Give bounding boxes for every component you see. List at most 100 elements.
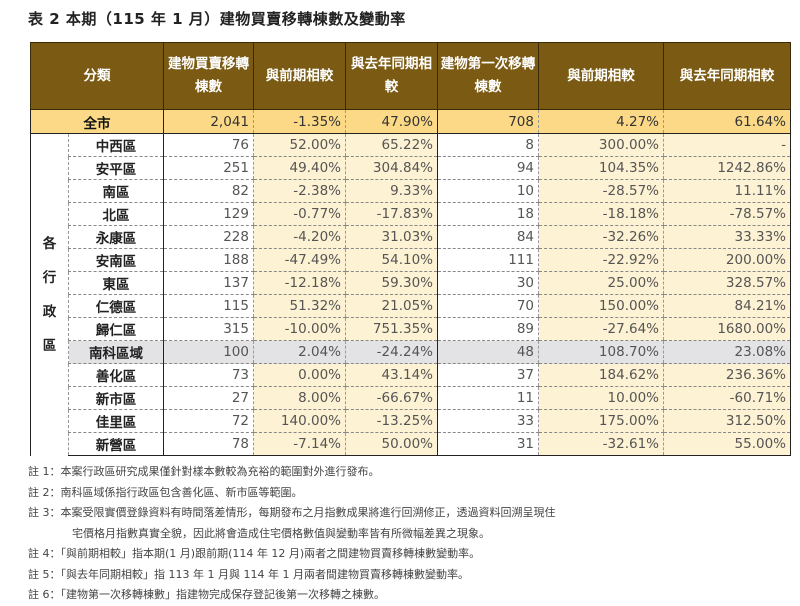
cell: 48 xyxy=(437,340,539,364)
cell: 23.08% xyxy=(663,340,791,364)
footnote: 註 4：「與前期相較」指本期(1 月)跟前期(114 年 12 月)兩者之間建物… xyxy=(28,547,481,560)
cell: -13.25% xyxy=(345,409,438,433)
cell: 188 xyxy=(163,248,254,272)
table-row: 善化區 73 0.00% 43.14% 37 184.62% 236.36% xyxy=(31,363,791,387)
cell: 52.00% xyxy=(253,133,346,157)
table-row: 南科區域 100 2.04% -24.24% 48 108.70% 23.08% xyxy=(31,340,791,364)
table-row: 北區 129 -0.77% -17.83% 18 -18.18% -78.57% xyxy=(31,202,791,226)
row-name: 安南區 xyxy=(68,248,164,272)
row-name: 南科區域 xyxy=(68,340,164,364)
header-first-prev-compare: 與前期相較 xyxy=(538,42,664,110)
cell: -0.77% xyxy=(253,202,346,226)
cell: -4.20% xyxy=(253,225,346,249)
cell: 73 xyxy=(163,363,254,387)
cell: 84 xyxy=(437,225,539,249)
table-row: 佳里區 72 140.00% -13.25% 33 175.00% 312.50% xyxy=(31,409,791,433)
cell: 4.27% xyxy=(538,109,664,134)
table-row: 永康區 228 -4.20% 31.03% 84 -32.26% 33.33% xyxy=(31,225,791,249)
transfer-table: 分類 建物買賣移轉棟數 與前期相較 與去年同期相較 建物第一次移轉棟數 與前期相… xyxy=(30,42,791,456)
cell: -2.38% xyxy=(253,179,346,203)
cell: 78 xyxy=(163,432,254,456)
cell: 9.33% xyxy=(345,179,438,203)
cell: 0.00% xyxy=(253,363,346,387)
cell: 33.33% xyxy=(663,225,791,249)
cell: 21.05% xyxy=(345,294,438,318)
group-label-text: 各行政區 xyxy=(42,235,57,354)
cell: 129 xyxy=(163,202,254,226)
cell: -66.67% xyxy=(345,386,438,410)
cell: 108.70% xyxy=(538,340,664,364)
cell: -78.57% xyxy=(663,202,791,226)
cell: 25.00% xyxy=(538,271,664,295)
footnote: 註 6：「建物第一次移轉棟數」指建物完成保存登記後第一次移轉之棟數。 xyxy=(28,588,385,601)
cell: 51.32% xyxy=(253,294,346,318)
cell: -32.61% xyxy=(538,432,664,456)
cell: 1242.86% xyxy=(663,156,791,180)
row-name: 中西區 xyxy=(68,133,164,157)
cell: 751.35% xyxy=(345,317,438,341)
row-name: 安平區 xyxy=(68,156,164,180)
row-name: 北區 xyxy=(68,202,164,226)
cell: 140.00% xyxy=(253,409,346,433)
footnote: 宅價格月指數真實全貌，因此將會造成住宅價格數值與變動率皆有所微幅差異之現象。 xyxy=(72,526,490,540)
cell: 54.10% xyxy=(345,248,438,272)
row-name: 全市 xyxy=(30,109,164,134)
cell: 150.00% xyxy=(538,294,664,318)
city-row: 全市 2,041 -1.35% 47.90% 708 4.27% 61.64% xyxy=(30,109,791,134)
cell: 175.00% xyxy=(538,409,664,433)
cell: 31.03% xyxy=(345,225,438,249)
row-name: 南區 xyxy=(68,179,164,203)
cell: 228 xyxy=(163,225,254,249)
header-category: 分類 xyxy=(30,42,164,110)
cell: 55.00% xyxy=(663,432,791,456)
cell: 89 xyxy=(437,317,539,341)
cell: -1.35% xyxy=(253,109,346,134)
cell: 84.21% xyxy=(663,294,791,318)
cell: 50.00% xyxy=(345,432,438,456)
cell: 300.00% xyxy=(538,133,664,157)
table-row: 東區 137 -12.18% 59.30% 30 25.00% 328.57% xyxy=(31,271,791,295)
cell: 8 xyxy=(437,133,539,157)
header-transfers: 建物買賣移轉棟數 xyxy=(163,42,254,110)
cell: 328.57% xyxy=(663,271,791,295)
cell: 76 xyxy=(163,133,254,157)
cell: 2,041 xyxy=(163,109,254,134)
cell: 304.84% xyxy=(345,156,438,180)
table-row: 仁德區 115 51.32% 21.05% 70 150.00% 84.21% xyxy=(31,294,791,318)
cell: 251 xyxy=(163,156,254,180)
row-name: 仁德區 xyxy=(68,294,164,318)
cell: 27 xyxy=(163,386,254,410)
cell: 104.35% xyxy=(538,156,664,180)
row-name: 永康區 xyxy=(68,225,164,249)
cell: -10.00% xyxy=(253,317,346,341)
cell: -27.64% xyxy=(538,317,664,341)
header-first-transfers: 建物第一次移轉棟數 xyxy=(437,42,539,110)
footnote: 註 1：本案行政區研究成果僅針對樣本數較為充裕的範圍對外進行發布。 xyxy=(28,465,380,478)
cell: -12.18% xyxy=(253,271,346,295)
footnote: 註 5：「與去年同期相較」指 113 年 1 月與 114 年 1 月兩者間建物… xyxy=(28,567,469,581)
cell: 100 xyxy=(163,340,254,364)
cell: 30 xyxy=(437,271,539,295)
row-name: 善化區 xyxy=(68,363,164,387)
cell: 37 xyxy=(437,363,539,387)
footnotes: 註 1：本案行政區研究成果僅針對樣本數較為充裕的範圍對外進行發布。註 2：南科區… xyxy=(28,462,556,606)
row-name: 新市區 xyxy=(68,386,164,410)
cell: 94 xyxy=(437,156,539,180)
cell: 10 xyxy=(437,179,539,203)
cell: -24.24% xyxy=(345,340,438,364)
cell: 315 xyxy=(163,317,254,341)
cell: 82 xyxy=(163,179,254,203)
table-row: 新市區 27 8.00% -66.67% 11 10.00% -60.71% xyxy=(31,386,791,410)
header-first-yoy-compare: 與去年同期相較 xyxy=(663,42,791,110)
cell: 43.14% xyxy=(345,363,438,387)
cell: 72 xyxy=(163,409,254,433)
cell: 31 xyxy=(437,432,539,456)
cell: -18.18% xyxy=(538,202,664,226)
cell: 18 xyxy=(437,202,539,226)
header-yoy-compare: 與去年同期相較 xyxy=(345,42,438,110)
cell: 11.11% xyxy=(663,179,791,203)
cell: 312.50% xyxy=(663,409,791,433)
table-row: 安平區 251 49.40% 304.84% 94 104.35% 1242.86% xyxy=(31,156,791,180)
cell: 61.64% xyxy=(663,109,791,134)
cell: -47.49% xyxy=(253,248,346,272)
